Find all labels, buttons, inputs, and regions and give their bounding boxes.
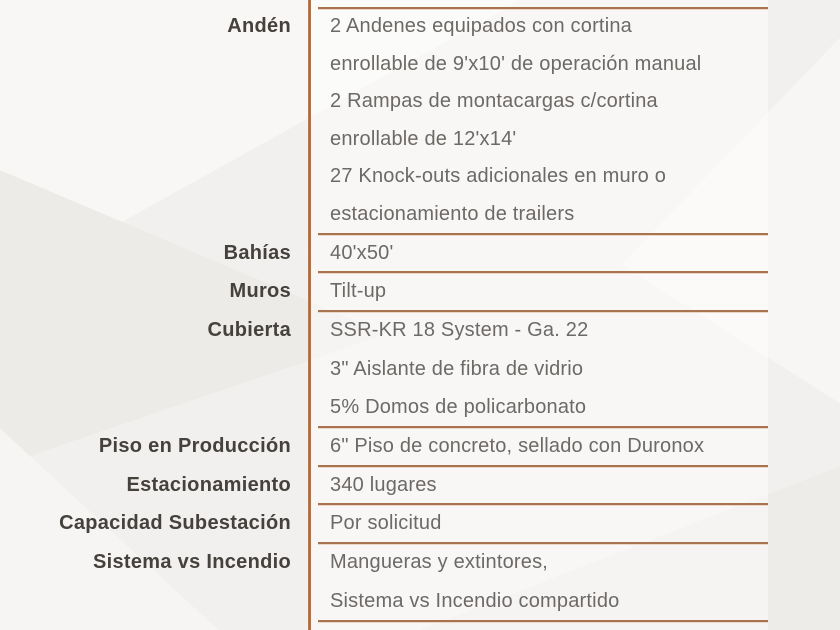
spec-value-line: Tilt-up (330, 280, 387, 303)
spec-value-line: 6" Piso de concreto, sellado con Duronox (330, 435, 705, 458)
spec-value-line: 2 Andenes equipados con cortina (330, 15, 632, 37)
spec-value-line: estacionamiento de trailers (330, 202, 575, 225)
spec-value: 6" Piso de concreto, sellado con Duronox (318, 426, 768, 466)
spec-value-line: Por solicitud (330, 512, 442, 535)
spec-value: Mangueras y extintores, Sistema vs Incend… (318, 542, 768, 623)
spec-value: SSR-KR 18 System - Ga. 22 3" Aislante de … (318, 309, 768, 427)
column-divider-line (308, 0, 311, 630)
spec-label: Bahías (223, 241, 291, 264)
spec-value: Tilt-up (318, 271, 768, 311)
spec-value-line: 40'x50' (330, 241, 394, 264)
spec-value-line: 3" Aislante de fibra de vidrio (330, 357, 584, 380)
spec-row: Cubierta SSR-KR 18 System - Ga. 22 3" Ais… (0, 309, 840, 427)
spec-row: Piso en Producción 6" Piso de concreto, … (0, 426, 840, 466)
spec-value-line: 27 Knock-outs adicionales en muro o (330, 165, 667, 188)
spec-row: Sistema vs Incendio Mangueras y extintor… (0, 542, 840, 623)
spec-value-line: 340 lugares (330, 473, 437, 496)
spec-value: 2 Andenes equipados con cortina enrollabl… (318, 7, 768, 234)
spec-row: Bahías 40'x50' (0, 232, 840, 273)
spec-row: Capacidad Subestación Por solicitud (0, 503, 840, 543)
spec-label: Capacidad Subestación (59, 512, 291, 535)
spec-value-line: enrollable de 12'x14' (330, 127, 517, 150)
spec-label: Muros (229, 280, 291, 303)
value-column-background (311, 0, 768, 630)
spec-value-line: 5% Domos de policarbonato (330, 396, 587, 419)
spec-row: Estacionamiento 340 lugares (0, 464, 840, 505)
spec-label: Andén (227, 15, 291, 37)
spec-value-line: enrollable de 9'x10' de operación manual (330, 52, 702, 75)
spec-label: Cubierta (207, 318, 291, 341)
spec-label: Sistema vs Incendio (93, 551, 291, 574)
spec-value: Por solicitud (318, 503, 768, 543)
spec-value-line: SSR-KR 18 System - Ga. 22 (330, 318, 589, 341)
spec-table: Andén 2 Andenes equipados con cortina enr… (0, 7, 840, 623)
spec-label: Piso en Producción (98, 435, 291, 458)
spec-value-line: 2 Rampas de montacargas c/cortina (330, 90, 658, 113)
spec-value-line: Sistema vs Incendio compartido (330, 589, 620, 612)
spec-value: 340 lugares (318, 464, 768, 505)
spec-value: 40'x50' (318, 232, 768, 273)
spec-label: Estacionamiento (126, 473, 291, 496)
spec-row: Muros Tilt-up (0, 271, 840, 311)
spec-row: Andén 2 Andenes equipados con cortina enr… (0, 7, 840, 234)
spec-value-line: Mangueras y extintores, (330, 551, 549, 574)
